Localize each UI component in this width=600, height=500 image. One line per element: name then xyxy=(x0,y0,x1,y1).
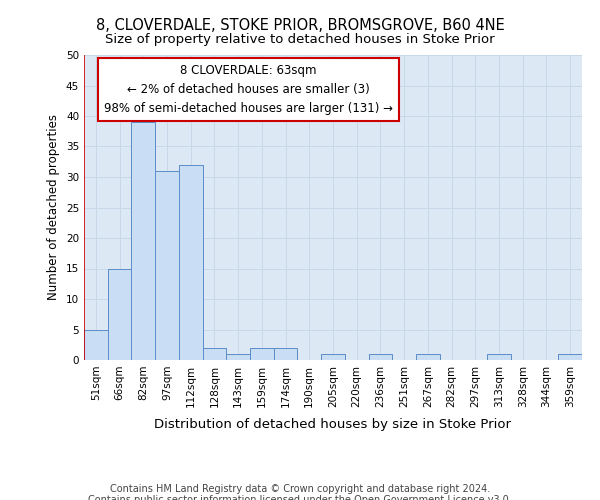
Bar xyxy=(487,354,511,360)
Y-axis label: Number of detached properties: Number of detached properties xyxy=(47,114,61,300)
Text: 8, CLOVERDALE, STOKE PRIOR, BROMSGROVE, B60 4NE: 8, CLOVERDALE, STOKE PRIOR, BROMSGROVE, … xyxy=(95,18,505,32)
Bar xyxy=(250,348,274,360)
Bar xyxy=(203,348,226,360)
Bar xyxy=(155,171,179,360)
Bar xyxy=(131,122,155,360)
Text: Contains public sector information licensed under the Open Government Licence v3: Contains public sector information licen… xyxy=(88,495,512,500)
Bar xyxy=(321,354,345,360)
Bar xyxy=(558,354,582,360)
Bar xyxy=(274,348,298,360)
Bar xyxy=(416,354,440,360)
Bar xyxy=(108,268,131,360)
Bar xyxy=(179,165,203,360)
Text: Size of property relative to detached houses in Stoke Prior: Size of property relative to detached ho… xyxy=(105,32,495,46)
Text: Contains HM Land Registry data © Crown copyright and database right 2024.: Contains HM Land Registry data © Crown c… xyxy=(110,484,490,494)
Bar xyxy=(368,354,392,360)
X-axis label: Distribution of detached houses by size in Stoke Prior: Distribution of detached houses by size … xyxy=(155,418,511,431)
Bar xyxy=(84,330,108,360)
Bar xyxy=(226,354,250,360)
Text: 8 CLOVERDALE: 63sqm
← 2% of detached houses are smaller (3)
98% of semi-detached: 8 CLOVERDALE: 63sqm ← 2% of detached hou… xyxy=(104,64,393,115)
